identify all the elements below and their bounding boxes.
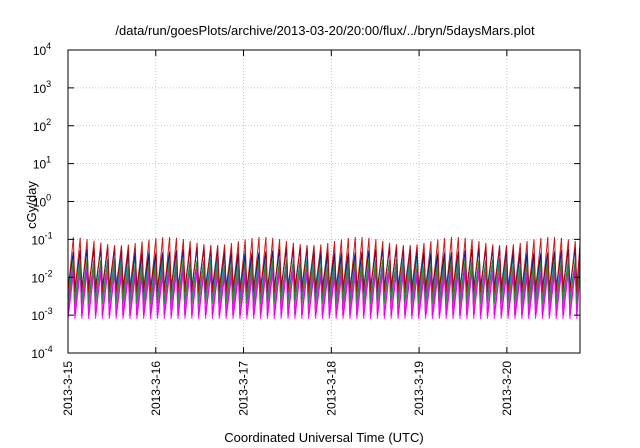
- y-tick-label: 10-3: [31, 306, 52, 323]
- series-line-9: [67, 237, 581, 293]
- x-tick-label: 2013-3-20: [500, 361, 514, 416]
- x-tick-label: 2013-3-19: [412, 361, 426, 416]
- chart-title: /data/run/goesPlots/archive/2013-03-20/2…: [115, 23, 535, 38]
- x-axis: 2013-3-15 2013-3-16 2013-3-17 2013-3-18 2013…: [61, 50, 514, 416]
- y-axis: 104 103 102 101 100 10-1 10-2 10-3 10-4: [31, 41, 580, 361]
- x-tick-label: 2013-3-18: [324, 361, 338, 416]
- y-tick-label: 10-4: [31, 344, 52, 361]
- y-tick-label: 10-2: [31, 268, 52, 285]
- series-line-8: [67, 258, 581, 304]
- series-group: [67, 237, 581, 319]
- y-axis-label: cGy/day: [24, 181, 39, 229]
- y-tick-label: 104: [33, 41, 51, 58]
- y-tick-label: 103: [33, 79, 51, 96]
- y-tick-label: 100: [33, 193, 51, 210]
- y-tick-label: 102: [33, 117, 51, 134]
- y-tick-label: 10-1: [31, 230, 52, 247]
- x-axis-label: Coordinated Universal Time (UTC): [224, 430, 423, 445]
- y-tick-label: 101: [33, 155, 51, 172]
- x-tick-label: 2013-3-15: [61, 361, 75, 416]
- x-tick-label: 2013-3-17: [237, 361, 251, 416]
- x-tick-label: 2013-3-16: [149, 361, 163, 416]
